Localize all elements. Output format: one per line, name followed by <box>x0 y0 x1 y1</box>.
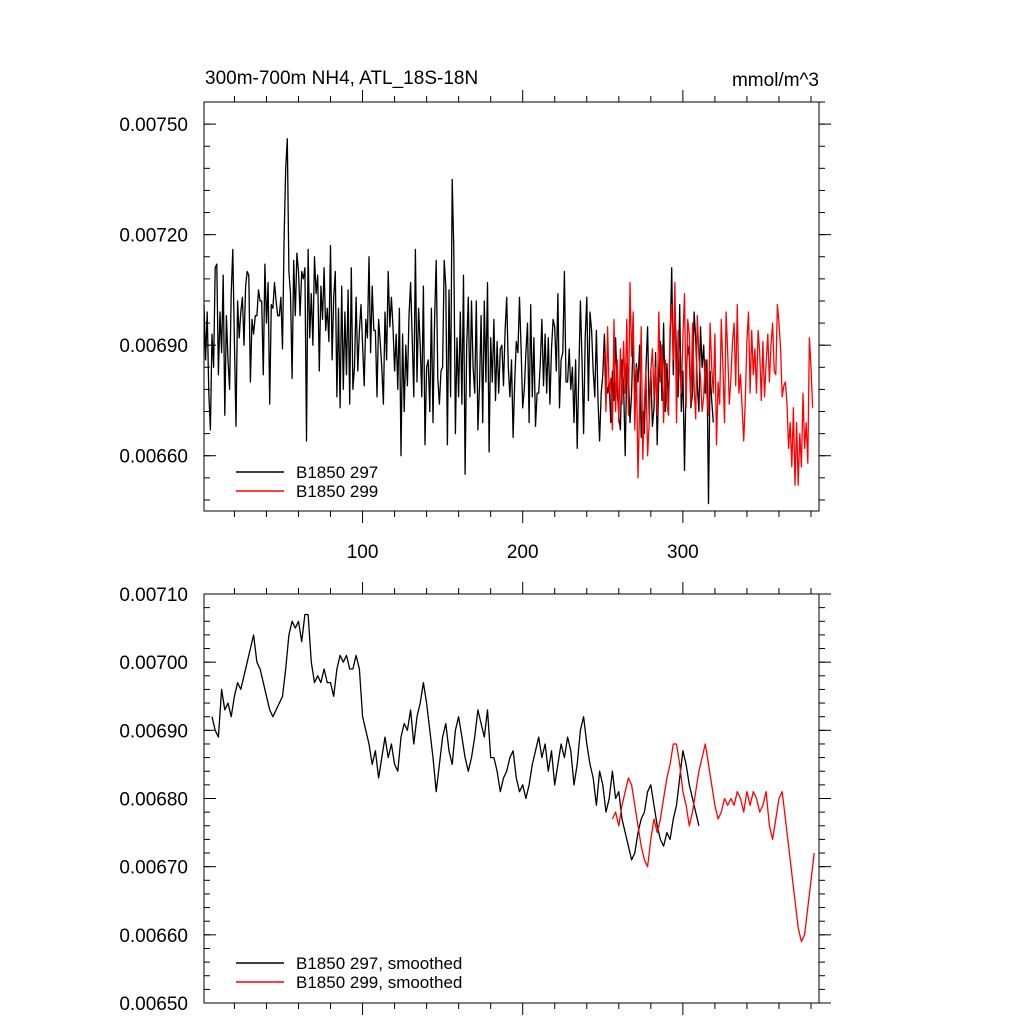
top-panel-title: 300m-700m NH4, ATL_18S-18N <box>205 68 478 89</box>
bottom-axis-ticks: 0.00650 0.00660 0.00670 0.00680 0.00690 0.007… <box>119 582 831 1015</box>
top-legend-label-2: B1850 299 <box>296 482 378 501</box>
bottom-panel: 0.00650 0.00660 0.00670 0.00680 0.00690 0.007… <box>119 582 831 1015</box>
bottom-ytick-label: 0.00660 <box>119 926 188 947</box>
top-xtick-label: 100 <box>347 542 379 563</box>
bottom-ytick-label: 0.00680 <box>119 790 188 811</box>
top-panel-units: mmol/m^3 <box>732 70 819 91</box>
top-ytick-label: 0.00720 <box>119 226 188 247</box>
bottom-series-group <box>211 613 815 943</box>
top-ytick-label: 0.00690 <box>119 336 188 357</box>
bottom-ytick-label: 0.00700 <box>119 653 188 674</box>
bottom-legend: B1850 297, smoothed B1850 299, smoothed <box>236 954 462 992</box>
top-ytick-label: 0.00660 <box>119 447 188 468</box>
bottom-legend-label-2: B1850 299, smoothed <box>296 973 462 992</box>
top-plot-frame <box>203 101 820 512</box>
top-legend-label-1: B1850 297 <box>296 463 378 482</box>
bottom-ytick-label: 0.00690 <box>119 721 188 742</box>
top-ytick-label: 0.00750 <box>119 115 188 136</box>
bottom-series-line-1 <box>211 613 700 861</box>
top-panel: 300m-700m NH4, ATL_18S-18N mmol/m^3 0.00… <box>119 68 831 563</box>
top-series-line-1 <box>203 138 714 505</box>
top-legend: B1850 297 B1850 299 <box>236 463 378 501</box>
bottom-ytick-label: 0.00710 <box>119 585 188 606</box>
top-series-line-2 <box>603 281 814 486</box>
bottom-plot-frame <box>203 593 820 1004</box>
top-xtick-label: 300 <box>667 542 699 563</box>
bottom-ytick-label: 0.00650 <box>119 994 188 1015</box>
top-axis-ticks: 0.00660 0.00690 0.00720 0.00750 100 200 300 <box>119 90 831 563</box>
top-series-group <box>203 138 814 505</box>
bottom-series-line-2 <box>611 743 815 943</box>
bottom-legend-label-1: B1850 297, smoothed <box>296 954 462 973</box>
top-xtick-label: 200 <box>507 542 539 563</box>
bottom-ytick-label: 0.00670 <box>119 858 188 879</box>
